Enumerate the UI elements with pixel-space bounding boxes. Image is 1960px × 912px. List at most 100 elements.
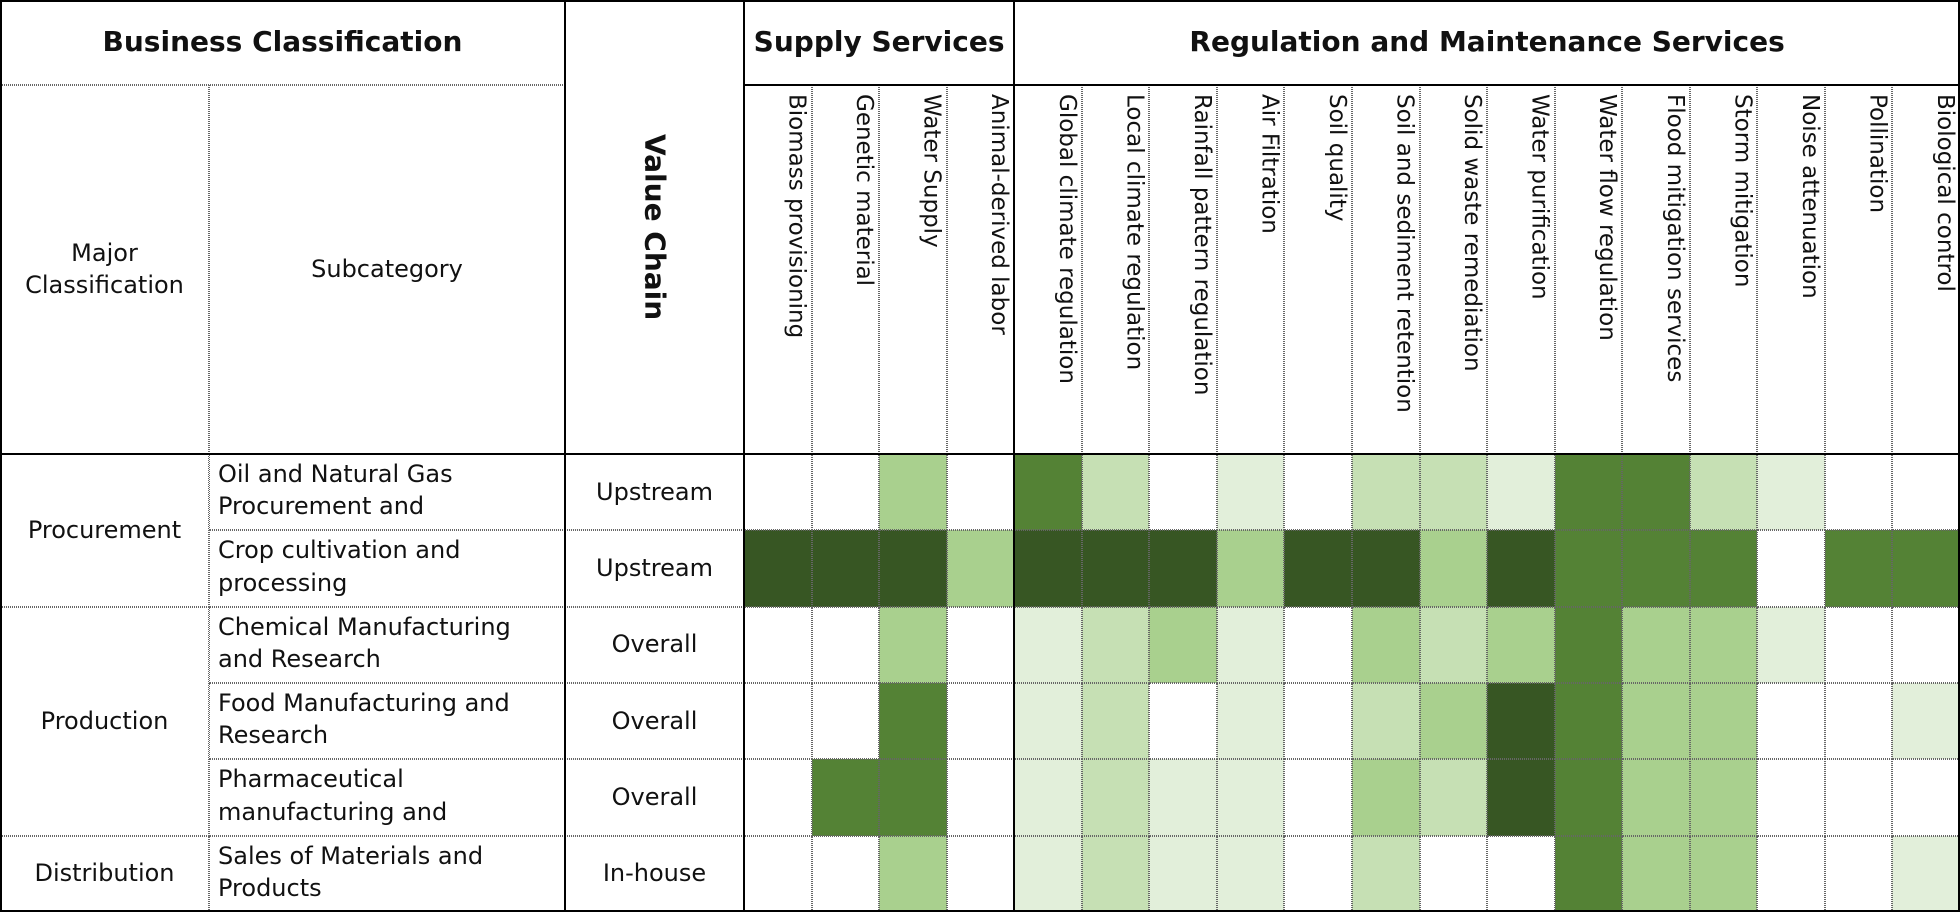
heat-cell [1487,454,1555,531]
service-header: Solid waste remediation [1419,85,1488,454]
header-cell: Value Chain [565,0,744,454]
value-chain: In-house [565,835,744,912]
major-classification: Production [0,606,209,836]
service-header: Water purification [1487,85,1555,454]
heat-cell [1689,683,1758,760]
heat-cell [1554,759,1623,836]
heat-cell [1892,530,1960,607]
heat-cell [1554,835,1623,912]
value-chain: Overall [565,683,744,760]
rule [0,910,1960,912]
heat-cell [1081,606,1150,683]
heat-cell [879,530,947,607]
value-chain: Upstream [565,454,744,531]
heat-cell [1487,530,1555,607]
subcategory: Food Manufacturing and Research [209,683,565,760]
heat-cell [1622,606,1690,683]
heat-cell [1824,683,1893,760]
heat-cell [1284,606,1352,683]
rule [0,0,1960,2]
service-header: Local climate regulation [1081,85,1150,454]
value-chain: Overall [565,759,744,836]
heat-cell [1081,835,1150,912]
heat-cell [1352,835,1420,912]
heat-cell [1487,835,1555,912]
service-header: Flood mitigation services [1622,85,1690,454]
heat-cell [1419,454,1488,531]
service-header: Genetic material [811,85,880,454]
service-header: Biomass provisioning [744,85,812,454]
heat-cell [1419,835,1488,912]
service-header: Soil and sediment retention [1352,85,1420,454]
heat-cell [744,683,812,760]
subcategory: Oil and Natural Gas Procurement and [209,454,565,531]
heat-cell [1689,606,1758,683]
heat-cell [1014,606,1082,683]
service-group-header: Regulation and Maintenance Services [1014,0,1960,85]
heat-cell [946,454,1015,531]
subcategory: Crop cultivation and processing [209,530,565,607]
subcategory: Sales of Materials and Products [209,835,565,912]
heat-cell [811,606,880,683]
heat-cell [1824,454,1893,531]
heat-cell [1892,759,1960,836]
service-header: Global climate regulation [1014,85,1082,454]
service-header: Air Filtration [1216,85,1285,454]
service-header: Rainfall pattern regulation [1149,85,1217,454]
heat-cell [1352,530,1420,607]
heat-cell [1622,683,1690,760]
heat-cell [1892,606,1960,683]
heat-cell [1352,759,1420,836]
major-classification: Distribution [0,835,209,912]
heat-cell [1014,835,1082,912]
rule [564,0,566,912]
heat-cell [1757,606,1825,683]
heat-cell [744,759,812,836]
heat-cell [1081,530,1150,607]
rule [1013,0,1016,912]
service-header: Water Supply [879,85,947,454]
heat-cell [946,759,1015,836]
heat-cell [1352,606,1420,683]
rule [743,0,745,912]
heat-cell [1689,530,1758,607]
heat-cell [1352,683,1420,760]
heat-cell [946,530,1015,607]
header-cell: Business Classification [0,0,565,85]
heat-cell [946,835,1015,912]
heat-cell [1892,683,1960,760]
heat-cell [1487,683,1555,760]
heat-cell [1081,759,1150,836]
heat-cell [1014,759,1082,836]
heat-cell [1149,835,1217,912]
heat-cell [1081,683,1150,760]
heat-cell [1284,835,1352,912]
major-classification: Procurement [0,454,209,607]
heat-cell [1419,683,1488,760]
heat-cell [879,454,947,531]
header-cell: Major Classification [0,85,209,454]
heat-cell [1757,530,1825,607]
heat-cell [811,530,880,607]
heat-cell [1757,759,1825,836]
heat-cell [1824,606,1893,683]
heat-cell [1622,835,1690,912]
heat-cell [1622,454,1690,531]
heat-cell [1757,454,1825,531]
heat-cell [1824,530,1893,607]
value-chain: Overall [565,606,744,683]
rule [0,0,2,912]
service-header: Pollination [1824,85,1893,454]
heat-cell [1216,606,1285,683]
heat-cell [1284,759,1352,836]
heat-cell [1352,454,1420,531]
heat-cell [1419,606,1488,683]
heat-cell [1824,835,1893,912]
heat-cell [1149,530,1217,607]
heat-cell [946,606,1015,683]
heat-cell [811,454,880,531]
heat-cell [1419,759,1488,836]
heat-cell [1622,759,1690,836]
subcategory: Chemical Manufacturing and Research [209,606,565,683]
heat-cell [1757,835,1825,912]
